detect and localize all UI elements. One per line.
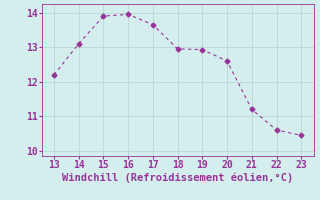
X-axis label: Windchill (Refroidissement éolien,°C): Windchill (Refroidissement éolien,°C) (62, 173, 293, 183)
